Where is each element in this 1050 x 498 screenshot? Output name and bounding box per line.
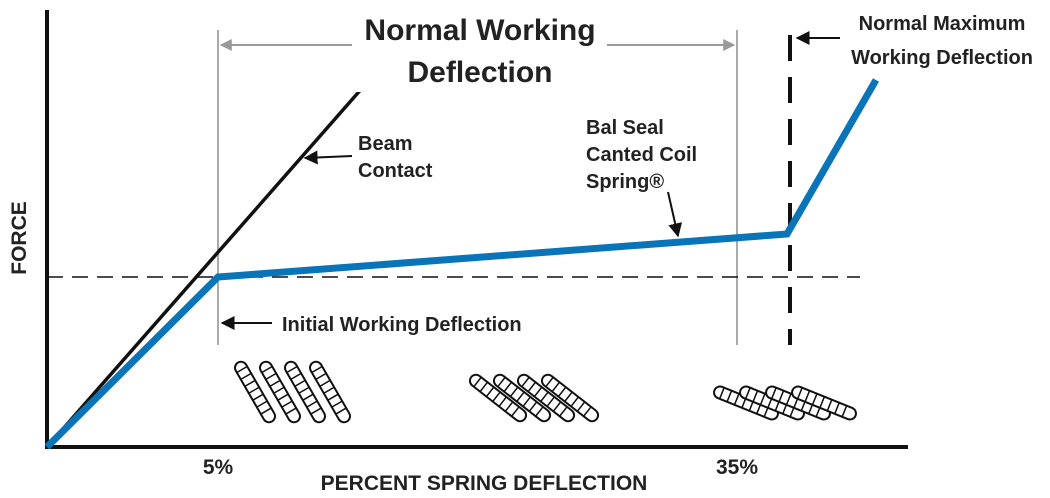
annotation: Contact: [358, 160, 433, 182]
annotation: Initial Working Deflection: [282, 314, 522, 336]
annotation: Beam: [358, 133, 412, 155]
x-mark-label: 35%: [716, 456, 758, 479]
annotation: Bal Seal: [586, 117, 664, 139]
y-axis-label: FORCE: [8, 201, 31, 275]
x-mark-label: 5%: [203, 456, 234, 479]
annotation: Working Deflection: [851, 47, 1033, 69]
annotation: Canted Coil: [586, 144, 697, 166]
coil-flat: [712, 385, 858, 422]
pointer: [305, 156, 352, 158]
title: Deflection: [407, 56, 552, 89]
diagram: Normal Working Deflection Normal Maximum…: [0, 0, 1050, 498]
pointer: [668, 192, 678, 236]
annotation: Normal Maximum: [859, 13, 1026, 35]
page: {"title": {"line1": "Normal Working", "l…: [0, 0, 1050, 498]
annotation: Spring®: [586, 171, 664, 193]
title: Normal Working: [364, 14, 595, 47]
coil-canted: [468, 372, 601, 423]
x-axis-label: PERCENT SPRING DEFLECTION: [321, 472, 648, 495]
coil-upright: [233, 360, 352, 425]
